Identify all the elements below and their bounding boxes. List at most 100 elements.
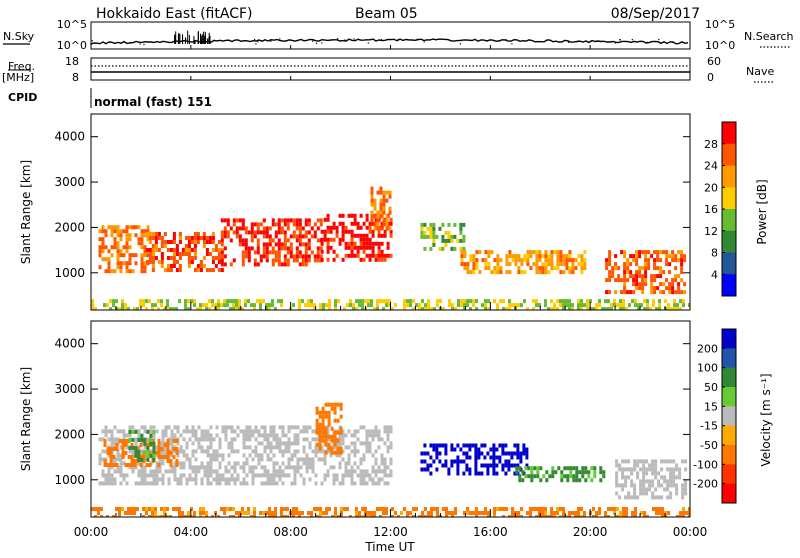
power-cell xyxy=(382,190,386,195)
power-cell xyxy=(283,258,287,263)
power-cell xyxy=(556,266,560,271)
power-cell xyxy=(502,307,505,310)
power-cell xyxy=(541,270,545,275)
power-cell xyxy=(356,225,360,230)
velocity-cell xyxy=(137,453,141,458)
velocity-cell xyxy=(359,473,363,478)
power-cell xyxy=(325,303,328,308)
noise-search-dot xyxy=(312,40,314,42)
power-cell xyxy=(365,213,369,218)
power-cell xyxy=(289,242,293,247)
noise-search-dot xyxy=(671,41,673,43)
power-cell xyxy=(365,245,369,250)
velocity-cell xyxy=(466,511,469,515)
power-cell xyxy=(157,232,161,236)
velocity-cell xyxy=(248,425,252,430)
velocity-cell xyxy=(266,457,270,462)
velocity-cell xyxy=(188,437,192,442)
velocity-cell xyxy=(507,451,511,456)
power-cell xyxy=(119,265,123,270)
velocity-cell xyxy=(353,433,357,438)
velocity-cell xyxy=(194,469,198,474)
velocity-cell xyxy=(324,450,328,455)
velocity-cell xyxy=(245,433,249,438)
velocity-cell xyxy=(272,437,276,442)
power-cell xyxy=(466,270,470,275)
velocity-cell xyxy=(386,433,390,438)
velocity-cell xyxy=(101,473,105,478)
velocity-cell xyxy=(642,463,646,468)
velocity-cell xyxy=(164,449,168,454)
velocity-cell xyxy=(148,507,151,511)
power-cell xyxy=(638,266,642,271)
velocity-cell xyxy=(522,451,526,456)
noise-search-dot xyxy=(255,43,257,45)
power-cell xyxy=(316,246,320,251)
power-cell xyxy=(353,221,357,226)
velocity-cell xyxy=(274,511,277,515)
velocity-cell xyxy=(652,507,655,511)
power-cell xyxy=(307,303,310,308)
power-cell xyxy=(140,241,144,246)
velocity-cell xyxy=(505,507,508,511)
power-cell xyxy=(568,303,571,308)
power-cell xyxy=(457,299,460,304)
velocity-cell xyxy=(248,437,252,442)
noise-search-dot xyxy=(209,40,211,42)
velocity-cell xyxy=(675,463,679,468)
velocity-cell xyxy=(389,461,393,466)
power-cell xyxy=(316,226,320,231)
velocity-cell xyxy=(657,495,661,500)
noise-search-dot xyxy=(321,42,323,44)
velocity-cell xyxy=(170,465,174,470)
power-cell xyxy=(601,307,604,310)
power-cell xyxy=(202,244,206,248)
power-cell xyxy=(683,290,687,295)
velocity-cell xyxy=(688,515,690,517)
power-cell xyxy=(277,238,281,243)
power-cell xyxy=(110,253,114,258)
power-cell xyxy=(382,307,385,310)
velocity-cell xyxy=(615,475,619,480)
power-cell xyxy=(256,299,259,304)
velocity-cell xyxy=(430,511,433,515)
power-cell xyxy=(359,225,363,230)
power-cell xyxy=(623,262,627,267)
velocity-cell xyxy=(325,507,328,511)
velocity-cell xyxy=(563,466,567,471)
power-cell xyxy=(344,245,348,250)
power-cell xyxy=(649,307,652,310)
power-cell xyxy=(103,303,106,308)
velocity-cell xyxy=(481,511,484,515)
velocity-cell xyxy=(365,449,369,454)
power-cell xyxy=(127,307,130,310)
velocity-cell xyxy=(616,515,619,517)
velocity-cell xyxy=(212,457,216,462)
velocity-cell xyxy=(245,437,249,442)
power-cell xyxy=(154,303,157,308)
power-cell xyxy=(614,278,618,283)
velocity-cell xyxy=(492,471,496,476)
velocity-cell xyxy=(119,465,123,470)
velocity-cell xyxy=(477,455,481,460)
velocity-cell xyxy=(474,455,478,460)
power-cell xyxy=(181,252,185,256)
velocity-cell xyxy=(247,511,250,515)
velocity-cell xyxy=(122,429,126,434)
power-cell xyxy=(259,254,263,259)
velocity-cell xyxy=(197,445,201,450)
velocity-cell xyxy=(376,507,379,511)
velocity-cell xyxy=(278,477,282,482)
power-cell xyxy=(362,249,366,254)
power-cell xyxy=(475,258,479,263)
power-colorbar-segment xyxy=(722,252,736,275)
power-cell xyxy=(104,229,108,234)
power-cell xyxy=(409,299,412,304)
power-cell xyxy=(178,256,182,260)
velocity-cell xyxy=(124,443,128,447)
velocity-cell xyxy=(110,441,114,446)
velocity-cell xyxy=(148,515,151,517)
velocity-cell xyxy=(143,477,147,482)
velocity-cell xyxy=(170,433,174,438)
velocity-cell xyxy=(113,457,117,462)
